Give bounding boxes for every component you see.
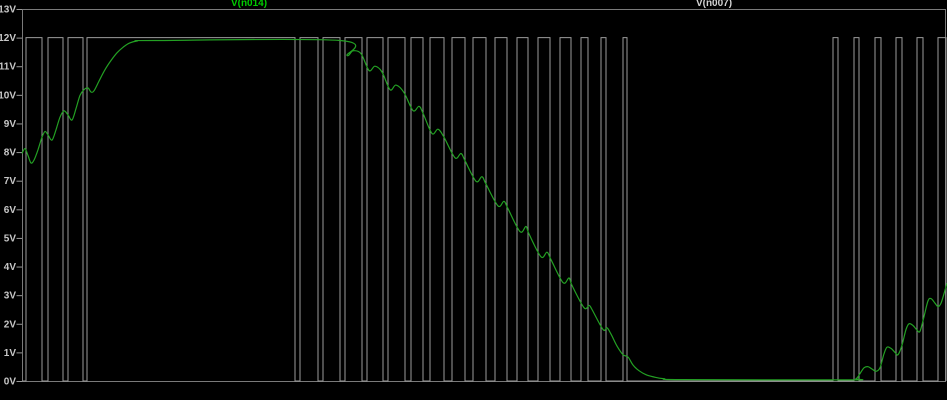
y-axis-tick-label: 2V [4, 319, 17, 330]
y-axis-tick-label: 4V [4, 262, 17, 273]
plot-border [22, 9, 946, 382]
y-axis-tick-label: 1V [4, 348, 17, 359]
trace-vn014-path [21, 38, 947, 381]
y-axis-tick-label: 5V [4, 233, 17, 244]
y-axis-tick-label: 3V [4, 291, 17, 302]
y-axis-tick-label: 13V [0, 5, 16, 16]
y-axis-tick-label: 8V [4, 148, 17, 159]
y-axis-tick-label: 7V [4, 176, 17, 187]
y-axis-tick-label: 9V [4, 119, 17, 130]
trace-vn007-path [22, 37, 947, 382]
y-axis-tick-label: 11V [0, 62, 16, 73]
y-axis-tick-label: 12V [0, 33, 16, 44]
trace-label-vn007[interactable]: V(n007) [695, 0, 733, 9]
y-axis-tick-label: 0V [4, 377, 17, 388]
y-axis-tick-label: 6V [4, 205, 17, 216]
y-axis-tick-label: 10V [0, 90, 16, 101]
trace-label-vn014[interactable]: V(n014) [230, 0, 268, 9]
